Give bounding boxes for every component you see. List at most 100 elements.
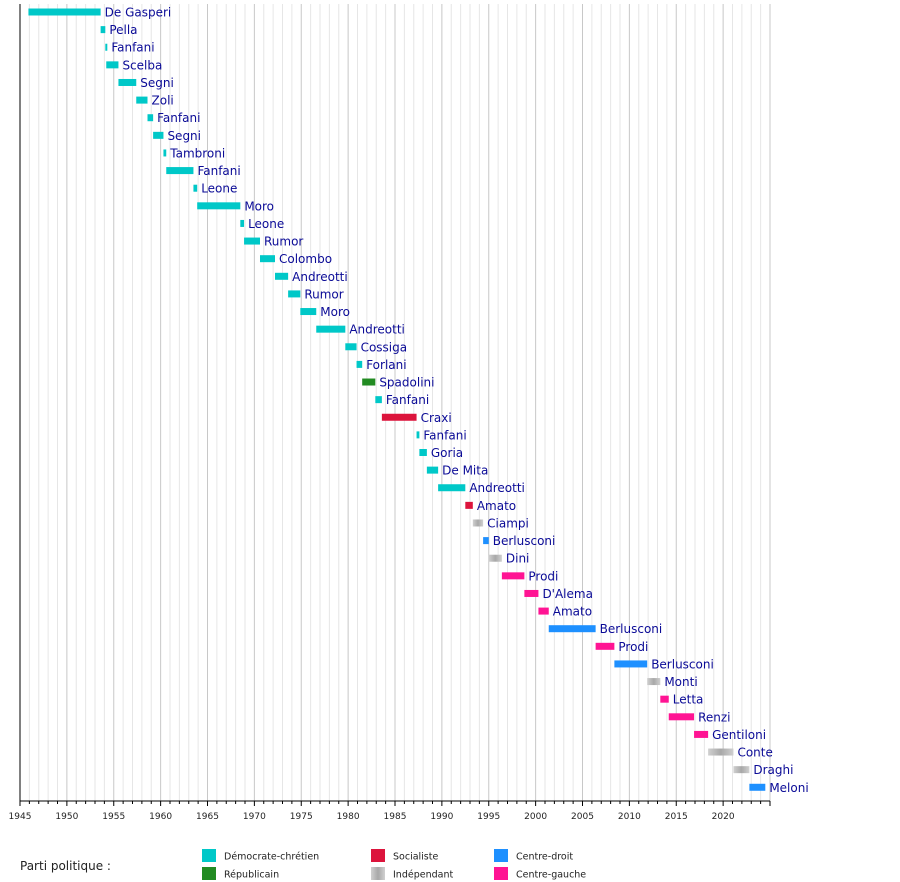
bar-label: Leone — [248, 217, 284, 231]
bar — [244, 237, 260, 245]
tick-label: 1955 — [102, 812, 125, 822]
tick-label: 2000 — [524, 812, 547, 822]
bar-label: Forlani — [366, 358, 406, 372]
bar — [438, 484, 466, 492]
bar-label: Spadolini — [379, 376, 434, 390]
legend-title: Parti politique : — [20, 859, 111, 873]
bar-label: Andreotti — [349, 323, 405, 337]
bar-label: Gentiloni — [712, 728, 766, 742]
bar — [538, 607, 549, 615]
bar-label: Andreotti — [469, 481, 525, 495]
bar-label: Prodi — [618, 640, 648, 654]
bar — [260, 255, 275, 263]
bar — [147, 114, 154, 122]
bar — [426, 466, 439, 474]
tick-label: 1985 — [384, 812, 407, 822]
grid-lines — [19, 4, 771, 801]
bar-label: Scelba — [122, 58, 162, 72]
bar — [375, 396, 382, 404]
legend-swatch — [494, 849, 508, 862]
bar — [416, 431, 420, 439]
bar — [465, 501, 473, 509]
bar-label: Ciampi — [487, 516, 529, 530]
bar — [356, 360, 363, 368]
tick-label: 1950 — [55, 812, 78, 822]
bar-label: De Mita — [442, 464, 488, 478]
bar — [106, 61, 119, 69]
bar — [362, 378, 376, 386]
bar-label: Segni — [140, 76, 174, 90]
bar — [647, 678, 661, 686]
bar-label: Cossiga — [361, 340, 408, 354]
bar — [614, 660, 648, 668]
bar-label: Conte — [737, 746, 772, 760]
bar — [240, 219, 245, 227]
bar — [163, 149, 167, 157]
bar — [595, 642, 615, 650]
bar-label: Fanfani — [157, 111, 200, 125]
legend-swatch — [371, 867, 385, 880]
bar — [166, 167, 194, 175]
bar — [300, 308, 317, 316]
legend-swatch — [494, 867, 508, 880]
bar-label: Berlusconi — [493, 534, 556, 548]
legend-label: Socialiste — [393, 852, 438, 863]
bar-label: Fanfani — [386, 393, 429, 407]
x-axis: 1945 1950 1955 1960 1965 1970 1975 1980 1985 1990… — [9, 4, 771, 822]
bar-label: Tambroni — [169, 146, 225, 160]
bar-label: De Gasperi — [105, 6, 172, 20]
bar — [197, 202, 241, 210]
bar-label: Pella — [109, 23, 137, 37]
legend-label: Indépendant — [393, 870, 453, 881]
legend-swatch — [202, 849, 216, 862]
bar — [288, 290, 301, 298]
bar-label: D'Alema — [542, 587, 593, 601]
tick-label: 1975 — [290, 812, 313, 822]
bar-label: Renzi — [698, 710, 730, 724]
bar-label: Zoli — [152, 94, 174, 108]
bar — [708, 748, 734, 756]
bar-label: Segni — [167, 129, 201, 143]
legend-swatch — [371, 849, 385, 862]
bar — [100, 26, 106, 34]
bar-label: Monti — [664, 675, 697, 689]
bar-label: Amato — [553, 605, 592, 619]
bar — [733, 766, 750, 774]
bar — [548, 625, 596, 633]
bar-label: Berlusconi — [600, 622, 663, 636]
tick-label: 1980 — [337, 812, 360, 822]
bar-label: Goria — [431, 446, 463, 460]
bar-label: Prodi — [528, 569, 558, 583]
bar — [105, 43, 108, 51]
bar-label: Fanfani — [111, 41, 154, 55]
bar — [668, 713, 695, 721]
bar — [316, 325, 346, 333]
legend: Parti politique : Démocrate-chrétien Répu… — [20, 849, 586, 881]
bar — [381, 413, 417, 421]
bar-label: Meloni — [769, 781, 808, 795]
tick-label: 1990 — [430, 812, 453, 822]
bar-label: Rumor — [264, 235, 303, 249]
bar — [153, 131, 164, 139]
bar — [483, 537, 489, 545]
bar-label: Berlusconi — [651, 657, 714, 671]
bar-label: Leone — [201, 182, 237, 196]
bar — [275, 272, 289, 280]
tick-label: 2015 — [665, 812, 688, 822]
bar-label: Moro — [244, 199, 274, 213]
tick-label: 1965 — [196, 812, 219, 822]
bar-label: Craxi — [421, 411, 452, 425]
legend-label: Centre-droit — [516, 852, 573, 863]
tick-label: 1945 — [9, 812, 32, 822]
bar — [118, 78, 137, 86]
tick-label: 2020 — [712, 812, 735, 822]
bar-label: Draghi — [753, 763, 793, 777]
bar-label: Fanfani — [197, 164, 240, 178]
tick-label: 1970 — [243, 812, 266, 822]
bar — [524, 589, 539, 597]
tick-label: 2010 — [618, 812, 641, 822]
bar-label: Moro — [320, 305, 350, 319]
legend-swatch — [202, 867, 216, 880]
bar-label: Andreotti — [292, 270, 348, 284]
